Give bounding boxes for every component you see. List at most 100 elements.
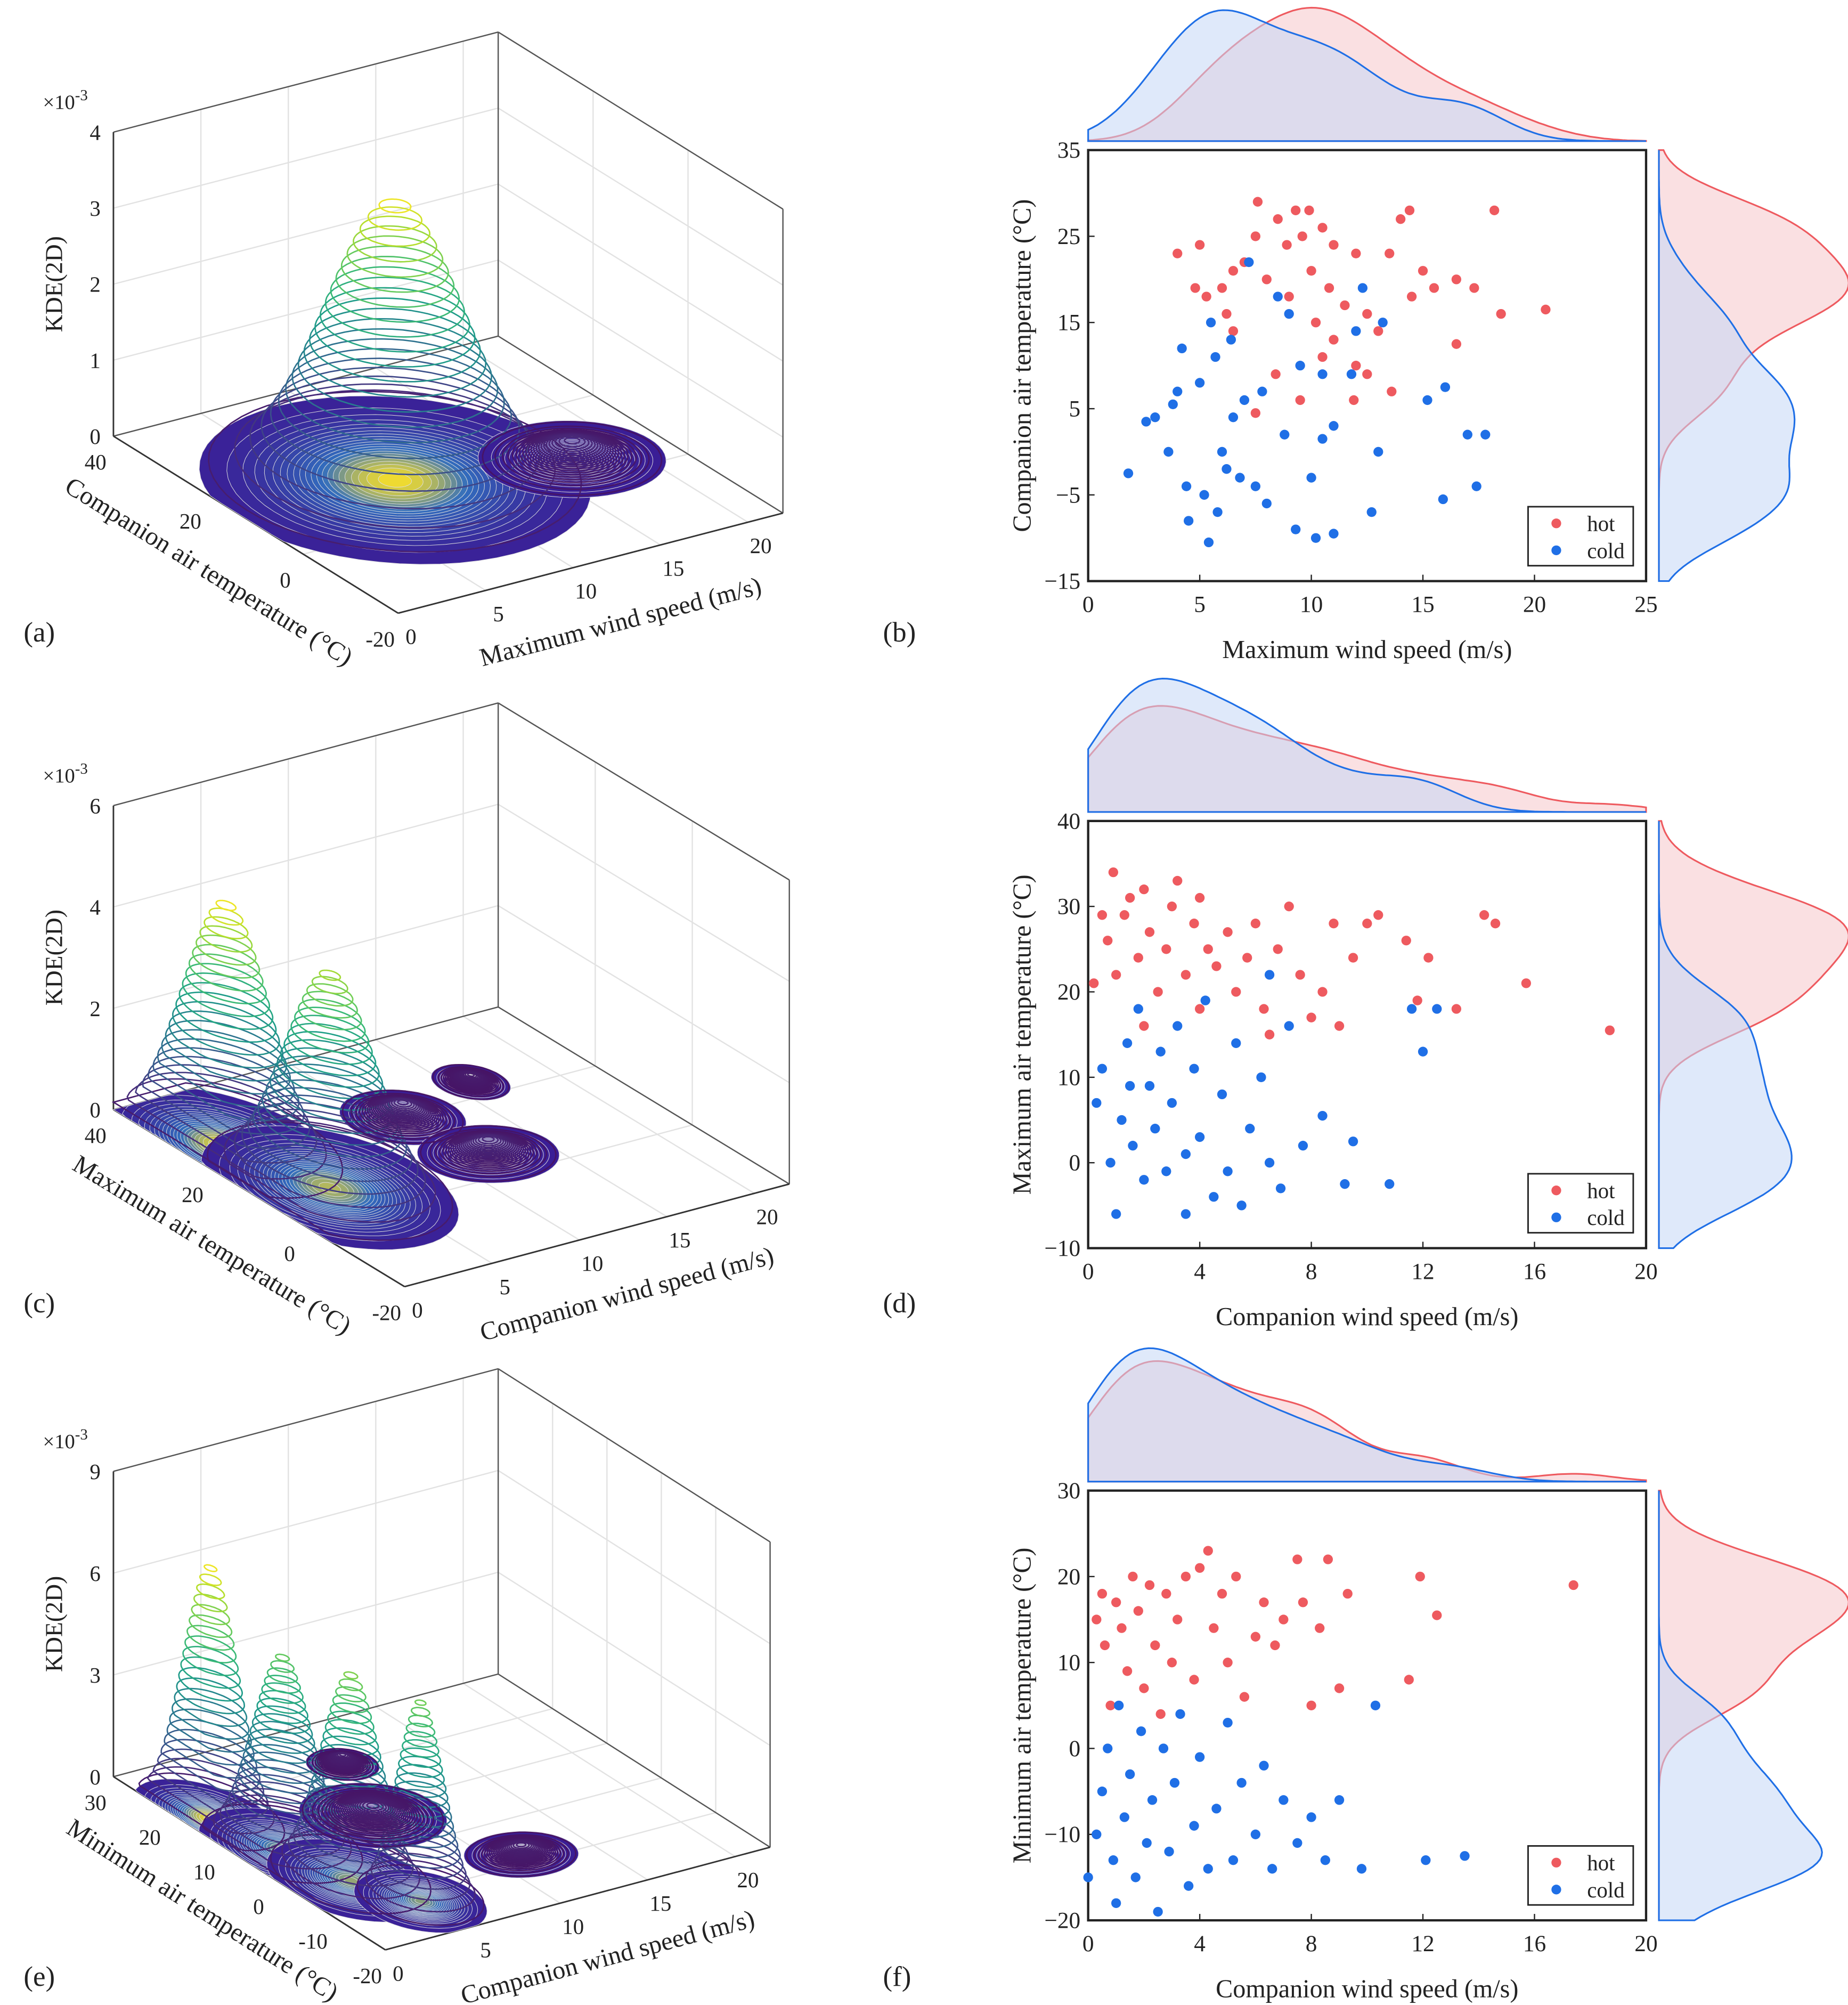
box-edge <box>498 1368 771 1543</box>
surface-contour <box>397 1099 409 1106</box>
surface-contour <box>146 1766 275 1834</box>
z-axis-label: KDE(2D) <box>40 1576 68 1672</box>
data-point-hot <box>1310 318 1321 328</box>
x-tick-label: 12 <box>1411 1931 1434 1957</box>
series-hot <box>1173 197 1551 418</box>
data-point-hot <box>1362 919 1372 929</box>
data-point-hot <box>1284 291 1294 302</box>
data-point-cold <box>1203 1864 1213 1874</box>
z-tick-label: 4 <box>89 120 100 144</box>
data-point-hot <box>1161 944 1171 954</box>
y-tick-label: 0 <box>1069 1736 1081 1762</box>
data-point-hot <box>1451 339 1462 349</box>
data-point-hot <box>1231 1571 1241 1582</box>
data-point-hot <box>1239 1692 1250 1702</box>
data-point-hot <box>1329 335 1339 345</box>
surface-contour <box>111 1082 344 1199</box>
data-point-cold <box>1167 1098 1177 1108</box>
y-tick-label: 20 <box>182 1183 203 1207</box>
x-tick-label: 10 <box>575 579 597 603</box>
legend-marker-cold <box>1551 1212 1561 1222</box>
surface-contour <box>335 256 455 308</box>
box-edge <box>498 1006 790 1185</box>
legend-marker-cold <box>1551 1885 1561 1895</box>
data-point-cold <box>1235 473 1245 483</box>
surface-contour <box>355 1094 451 1137</box>
surface-contour <box>276 1047 384 1100</box>
surface-contour <box>400 1747 442 1768</box>
y-tick-label: 40 <box>85 450 107 474</box>
surface-contour <box>403 1731 438 1748</box>
box-edge <box>113 1368 499 1472</box>
data-point-hot <box>1089 978 1099 988</box>
data-point-hot <box>1231 987 1241 997</box>
data-point-cold <box>1158 1743 1169 1754</box>
data-point-hot <box>1271 369 1281 379</box>
data-point-cold <box>1173 386 1183 396</box>
surface-contour <box>356 1864 485 1926</box>
surface-contour <box>429 1128 548 1178</box>
data-point-cold <box>1111 1898 1121 1908</box>
data-point-hot <box>1395 214 1406 224</box>
y-tick-label: 40 <box>85 1124 107 1148</box>
surface-contour <box>308 307 481 383</box>
data-point-cold <box>1317 1110 1328 1121</box>
data-point-hot <box>1432 1610 1442 1620</box>
data-point-cold <box>1147 1795 1158 1805</box>
data-point-cold <box>1177 343 1187 354</box>
y-tick-label: 20 <box>1057 979 1080 1005</box>
x-tick-label: 0 <box>1082 1259 1094 1284</box>
surface-contour <box>285 348 505 444</box>
right-marginal-kde-cold <box>1658 150 1796 582</box>
y-tick-label: -20 <box>372 1301 401 1325</box>
y-tick-label: 0 <box>1069 1150 1081 1176</box>
surface-contour <box>408 1715 434 1727</box>
data-point-cold <box>1181 481 1192 491</box>
y-tick-label: 0 <box>253 1895 264 1919</box>
data-point-cold <box>1310 533 1321 543</box>
y-tick-label: 15 <box>1057 310 1080 336</box>
legend-marker-hot <box>1551 1186 1561 1196</box>
surface-contour <box>264 1675 302 1694</box>
x-tick-label: 10 <box>581 1252 603 1276</box>
legend-label-cold: cold <box>1587 539 1624 563</box>
z-scale-exponent: -3 <box>75 1426 88 1443</box>
panel-label: (d) <box>883 1288 916 1319</box>
y-tick-label: 5 <box>1069 396 1081 421</box>
data-point-hot <box>1181 970 1191 980</box>
box-edge <box>113 702 499 807</box>
data-point-cold <box>1406 1004 1417 1014</box>
data-point-cold <box>1334 1795 1345 1805</box>
data-point-hot <box>1194 1563 1205 1573</box>
x-tick-label: 0 <box>412 1298 422 1322</box>
panel-label: (c) <box>23 1288 55 1319</box>
surface-contour <box>353 225 437 263</box>
surface-contour <box>393 1098 412 1108</box>
data-point-cold <box>1105 1158 1116 1168</box>
z-tick-label: 0 <box>89 1098 100 1122</box>
data-point-cold <box>1117 1115 1127 1125</box>
data-point-cold <box>1378 318 1388 328</box>
panel-b: 0 5 10 15 20 25 −15 −5 5 15 25 35 hot cold Maximum win… <box>883 6 1848 664</box>
z-tick-label: 4 <box>89 896 100 920</box>
data-point-hot <box>1362 369 1372 379</box>
surface-contour <box>350 1092 455 1140</box>
x-tick-label: 25 <box>1634 591 1657 617</box>
data-point-cold <box>1103 1743 1113 1754</box>
data-point-cold <box>1279 1795 1289 1805</box>
data-point-hot <box>1404 1675 1414 1685</box>
data-point-cold <box>1123 468 1134 478</box>
series-cold <box>1083 1700 1470 1917</box>
legend-marker-hot <box>1551 1857 1561 1868</box>
data-point-cold <box>1097 1064 1108 1074</box>
surface-contour <box>482 421 663 496</box>
surface-contour <box>142 1064 311 1149</box>
data-point-hot <box>1100 1640 1110 1651</box>
data-point-hot <box>1306 266 1316 276</box>
data-point-cold <box>1223 1166 1233 1176</box>
data-point-cold <box>1092 1829 1102 1839</box>
data-point-hot <box>1167 1658 1177 1668</box>
surface-contour <box>180 1656 241 1689</box>
surface-contour <box>382 1822 459 1858</box>
